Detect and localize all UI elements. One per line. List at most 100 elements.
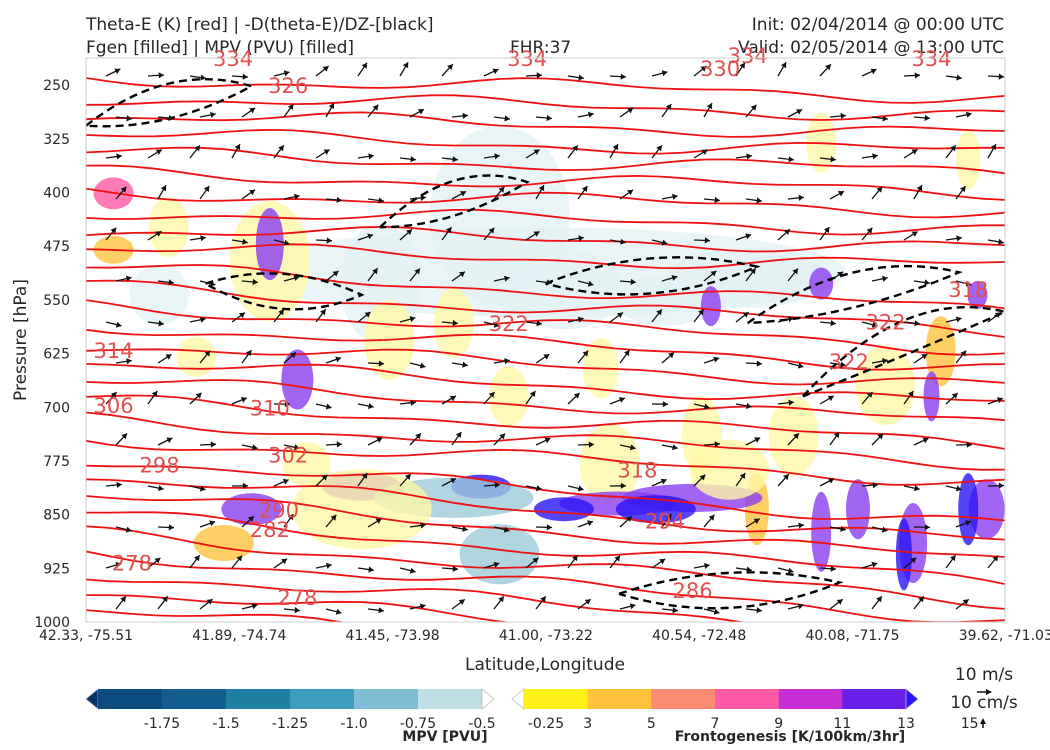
wind-vector-head (160, 185, 167, 192)
wind-vector-head (532, 557, 539, 564)
wind-vector-head (614, 555, 620, 562)
y-tick-label: 850 (43, 508, 70, 524)
wind-vector-head (830, 565, 836, 572)
wind-vector-head (415, 433, 421, 440)
wind-vector-head (420, 194, 426, 201)
wind-vector-head (447, 64, 453, 71)
wind-vector-head (236, 555, 242, 562)
init-time: Init: 02/04/2014 @ 00:00 UTC (751, 15, 1004, 35)
shaded-patch (176, 336, 217, 377)
wind-vector-head (450, 478, 457, 484)
wind-vector-head (793, 433, 799, 440)
wind-vector-head (504, 358, 510, 365)
stability-contour (204, 272, 365, 311)
theta-e-label: 334 (911, 47, 951, 71)
colorbar-tick-label: 7 (711, 716, 720, 732)
wind-vector-head (245, 350, 252, 357)
wind-vector-head (911, 149, 918, 155)
wind-vector-head (206, 599, 213, 605)
wind-vector-head (918, 596, 924, 603)
wind-vector-head (368, 403, 374, 410)
wind-vector-head (573, 393, 580, 399)
wind-vector-head (840, 361, 846, 368)
wind-vector-head (823, 227, 830, 234)
wind-vector-head (588, 111, 594, 118)
wind-vector-head (199, 316, 206, 323)
wind-vector-head (660, 478, 667, 485)
wind-vector-head (406, 229, 412, 236)
wind-vector-head (126, 358, 132, 365)
wind-vector-head (833, 432, 840, 438)
wind-vector-head (672, 607, 678, 614)
theta-e-contour (86, 164, 1005, 201)
wind-vector-head (155, 149, 162, 155)
x-tick-label: 41.89, -74.74 (192, 628, 286, 644)
colorbar-tick-label: -0.25 (528, 716, 564, 732)
shaded-patch (923, 371, 940, 422)
wind-vector-head (787, 316, 794, 323)
wind-vector-head (126, 115, 132, 122)
wind-vector-head (965, 520, 971, 526)
theta-e-contour (86, 394, 1005, 450)
wind-vector-head (882, 275, 888, 282)
theta-e-label: 322 (489, 312, 529, 336)
colorbar-tick-label: 15 (961, 716, 979, 732)
wind-vector-head (323, 149, 330, 155)
wind-vector-head (750, 268, 756, 275)
wind-vector-head (492, 68, 499, 75)
shaded-patch (488, 366, 529, 427)
wind-vector-head (911, 231, 918, 237)
colorbar-segment (587, 689, 652, 709)
wind-vector-head (997, 397, 1003, 403)
wind-vector-head (916, 185, 923, 192)
theta-e-label: 334 (728, 44, 768, 68)
theta-e-label: 294 (645, 509, 685, 533)
terrain-mask (86, 577, 231, 622)
wind-vector-head (533, 231, 540, 237)
wind-vector-head (449, 395, 456, 402)
wind-vector-head (251, 444, 258, 451)
stability-contour (801, 305, 1005, 398)
wind-vector-head (158, 320, 164, 327)
wind-key: 10 m/s 10 cm/s (950, 665, 1018, 728)
shaded-patch (855, 345, 916, 426)
wind-vector-head (706, 103, 713, 110)
wind-vector-head (546, 114, 552, 122)
colorbar-tick-label: -1.5 (212, 716, 239, 732)
wind-vector-head (662, 401, 668, 408)
wind-vector-head (115, 321, 122, 328)
theta-e-contour (86, 94, 1005, 121)
wind-vector-head (700, 66, 707, 72)
wind-vector-head (538, 185, 545, 192)
wind-vector-head (708, 514, 715, 521)
shaded-patch (967, 280, 988, 309)
wind-vector-head (584, 599, 591, 605)
wind-vector-head (321, 474, 328, 481)
mpv-colorbar: -1.75 -1.5 -1.25 -1.0 -0.75 -0.5 -0.25 (85, 688, 564, 732)
wind-vector-head (656, 309, 662, 316)
theta-e-contour (86, 525, 1005, 610)
wind-vector-head (455, 432, 462, 438)
shaded-patch (503, 249, 624, 330)
wind-vector-head (665, 104, 672, 110)
wind-vector-head (320, 309, 326, 316)
shaded-patch (148, 197, 189, 258)
wind-vector-head (746, 566, 752, 573)
wind-vector-head (462, 525, 468, 532)
wind-vector-head (659, 558, 666, 565)
wind-vector-head (871, 321, 878, 328)
y-tick-label: 250 (43, 78, 70, 94)
wind-vector-head (282, 478, 289, 485)
wind-vector-head (210, 111, 216, 118)
wind-vector-head (840, 112, 846, 120)
wind-vector-head (488, 227, 495, 234)
wind-vector-head (462, 361, 468, 368)
shaded-patch (700, 286, 721, 327)
wind-vector-head (200, 235, 206, 242)
wind-vector-head (746, 153, 752, 160)
wind-vector-head (529, 391, 536, 397)
wind-vector-head (494, 153, 500, 160)
wind-vector-head (166, 437, 173, 444)
stability-contour (746, 264, 963, 325)
wind-key-h-arrowhead (986, 689, 992, 695)
